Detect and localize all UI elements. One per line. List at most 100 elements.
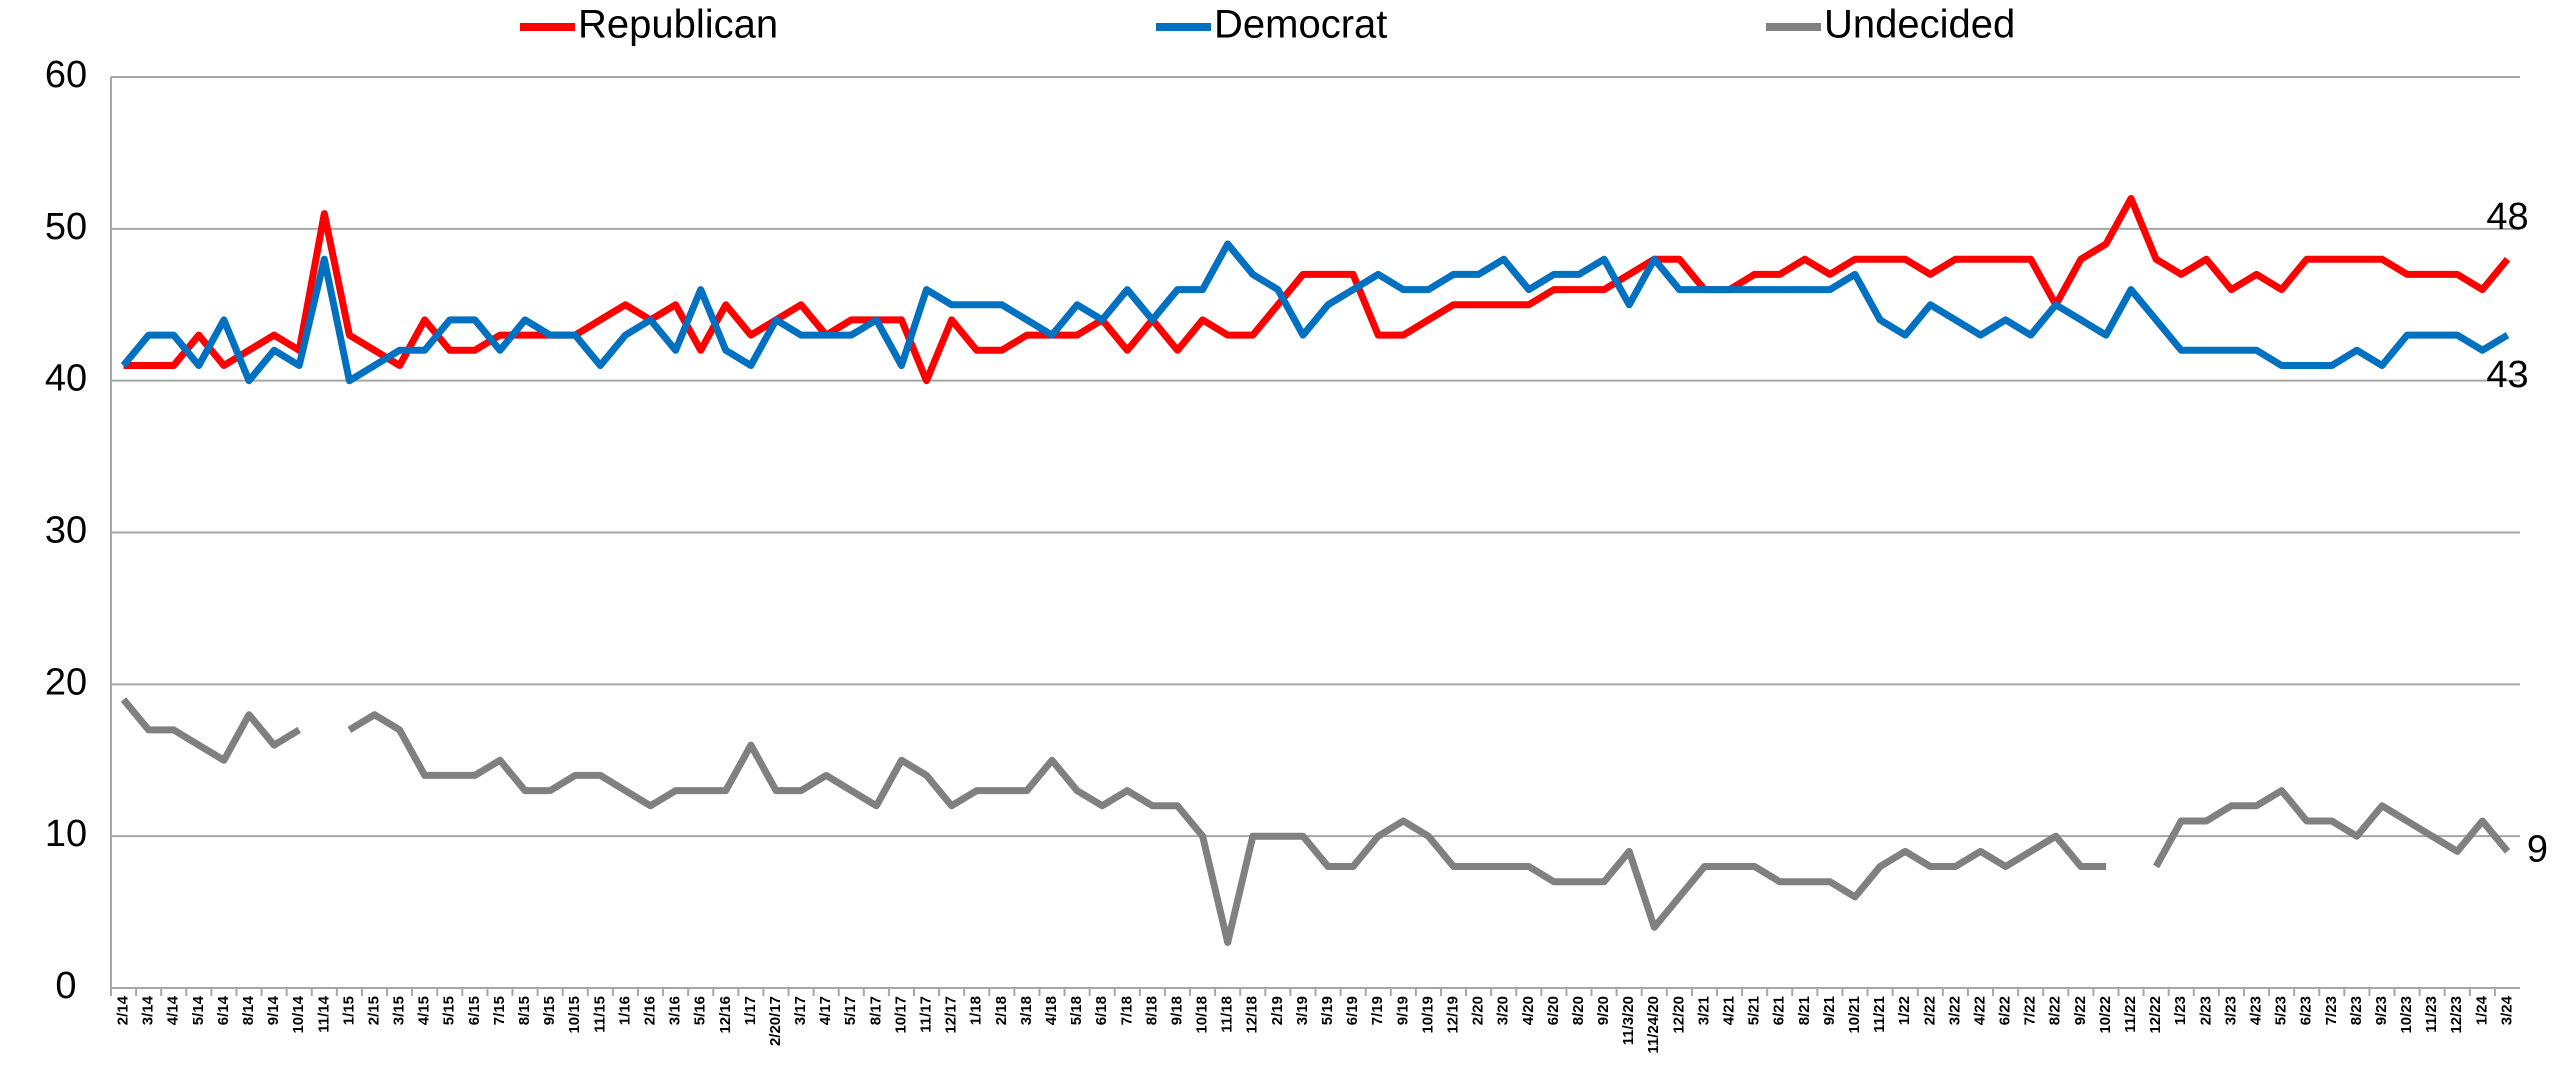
x-tick-label: 4/18 <box>1043 996 1060 1025</box>
x-tick-label: 3/14 <box>140 995 157 1025</box>
x-tick-label: 11/23 <box>2423 996 2440 1033</box>
series-line <box>123 195 2511 385</box>
x-tick-label: 11/15 <box>591 996 608 1033</box>
x-tick-label: 5/16 <box>692 996 709 1025</box>
x-tick-label: 9/15 <box>541 996 558 1025</box>
x-tick-label: 7/19 <box>1369 996 1386 1025</box>
x-tick-label: 9/23 <box>2373 996 2390 1025</box>
series-line <box>120 697 2511 946</box>
x-tick-label: 8/15 <box>516 996 533 1025</box>
x-tick-label: 10/23 <box>2398 996 2415 1034</box>
legend-label: Republican <box>578 3 778 47</box>
series-line <box>120 240 2510 385</box>
x-tick-label: 9/14 <box>265 995 282 1025</box>
x-tick-label: 8/17 <box>867 996 884 1025</box>
x-tick-label: 1/22 <box>1896 996 1913 1025</box>
x-tick-label: 10/21 <box>1846 996 1863 1034</box>
x-tick-label: 9/20 <box>1595 996 1612 1025</box>
x-tick-label: 1/23 <box>2172 996 2189 1025</box>
data-label: 43 <box>2486 354 2528 396</box>
x-tick-label: 6/18 <box>1093 996 1110 1025</box>
y-tick-label: 10 <box>45 813 87 855</box>
y-tick-label: 40 <box>45 358 87 400</box>
y-tick-label: 60 <box>45 54 87 96</box>
x-tick-label: 6/14 <box>215 995 232 1025</box>
x-tick-label: 4/21 <box>1721 996 1738 1025</box>
x-tick-label: 10/17 <box>892 996 909 1034</box>
x-tick-label: 9/18 <box>1168 996 1185 1025</box>
x-tick-label: 2/20/17 <box>767 996 784 1046</box>
x-tick-label: 8/21 <box>1796 996 1813 1025</box>
x-tick-label: 8/23 <box>2348 996 2365 1025</box>
x-tick-label: 2/15 <box>365 996 382 1025</box>
x-tick-label: 12/18 <box>1244 996 1261 1034</box>
x-tick-label: 5/18 <box>1068 996 1085 1025</box>
y-tick-label: 0 <box>55 965 76 1007</box>
x-tick-label: 6/15 <box>466 996 483 1025</box>
x-tick-label: 4/14 <box>165 995 182 1025</box>
y-tick-label: 30 <box>45 510 87 552</box>
x-tick-label: 6/23 <box>2298 996 2315 1025</box>
x-tick-label: 10/19 <box>1419 996 1436 1034</box>
x-tick-label: 3/22 <box>1946 996 1963 1025</box>
x-tick-label: 5/17 <box>842 996 859 1025</box>
x-tick-label: 3/15 <box>391 996 408 1025</box>
x-tick-label: 10/15 <box>566 996 583 1034</box>
x-tick-label: 10/14 <box>290 995 307 1033</box>
x-tick-label: 5/19 <box>1319 996 1336 1025</box>
data-label: 48 <box>2486 196 2528 238</box>
x-tick-label: 4/22 <box>1971 996 1988 1025</box>
x-tick-label: 11/24/20 <box>1645 996 1662 1054</box>
x-tick-label: 8/20 <box>1570 996 1587 1025</box>
x-tick-label: 5/23 <box>2273 996 2290 1025</box>
x-tick-label: 1/16 <box>616 996 633 1025</box>
x-tick-label: 6/19 <box>1344 996 1361 1025</box>
x-tick-label: 1/15 <box>340 996 357 1025</box>
x-tick-label: 3/16 <box>667 996 684 1025</box>
x-tick-label: 3/20 <box>1495 996 1512 1025</box>
x-tick-label: 12/16 <box>717 996 734 1034</box>
x-tick-label: 12/22 <box>2147 996 2164 1034</box>
y-tick-label: 20 <box>45 661 87 703</box>
x-tick-label: 12/23 <box>2448 996 2465 1034</box>
x-tick-label: 4/23 <box>2247 996 2264 1025</box>
x-tick-label: 3/17 <box>792 996 809 1025</box>
x-tick-label: 5/21 <box>1746 996 1763 1025</box>
x-tick-label: 11/18 <box>1219 996 1236 1033</box>
x-tick-label: 11/21 <box>1871 996 1888 1033</box>
x-tick-label: 11/22 <box>2122 996 2139 1033</box>
x-tick-label: 7/18 <box>1118 996 1135 1025</box>
x-tick-label: 6/21 <box>1771 996 1788 1025</box>
x-tick-label: 3/19 <box>1294 996 1311 1025</box>
x-tick-label: 2/16 <box>641 996 658 1025</box>
x-tick-label: 5/14 <box>190 995 207 1025</box>
x-tick-label: 7/15 <box>491 996 508 1025</box>
x-tick-label: 8/14 <box>240 995 257 1025</box>
x-tick-label: 10/18 <box>1194 996 1211 1034</box>
x-tick-label: 10/22 <box>2097 996 2114 1034</box>
x-tick-label: 11/3/20 <box>1620 996 1637 1045</box>
x-tick-label: 8/18 <box>1143 996 1160 1025</box>
x-tick-label: 1/24 <box>2473 995 2490 1025</box>
x-tick-label: 12/19 <box>1444 996 1461 1034</box>
x-tick-label: 1/17 <box>742 996 759 1025</box>
x-tick-label: 6/22 <box>1997 996 2014 1025</box>
x-tick-label: 4/15 <box>416 996 433 1025</box>
x-tick-label: 9/22 <box>2072 996 2089 1025</box>
x-tick-label: 1/18 <box>968 996 985 1025</box>
x-tick-label: 9/21 <box>1821 996 1838 1025</box>
x-tick-label: 11/14 <box>315 995 332 1032</box>
x-tick-label: 12/20 <box>1670 996 1687 1034</box>
data-label: 9 <box>2527 828 2548 870</box>
x-tick-label: 12/17 <box>943 996 960 1034</box>
x-tick-label: 2/22 <box>1921 996 1938 1025</box>
x-tick-label: 4/17 <box>817 996 834 1025</box>
legend-label: Undecided <box>1824 3 2015 47</box>
x-tick-label: 4/20 <box>1520 996 1537 1025</box>
x-tick-label: 2/19 <box>1269 996 1286 1025</box>
y-tick-label: 50 <box>45 206 87 248</box>
x-tick-label: 2/18 <box>993 996 1010 1025</box>
x-tick-label: 7/23 <box>2323 996 2340 1025</box>
x-tick-label: 3/23 <box>2222 996 2239 1025</box>
x-tick-label: 2/14 <box>115 995 132 1025</box>
